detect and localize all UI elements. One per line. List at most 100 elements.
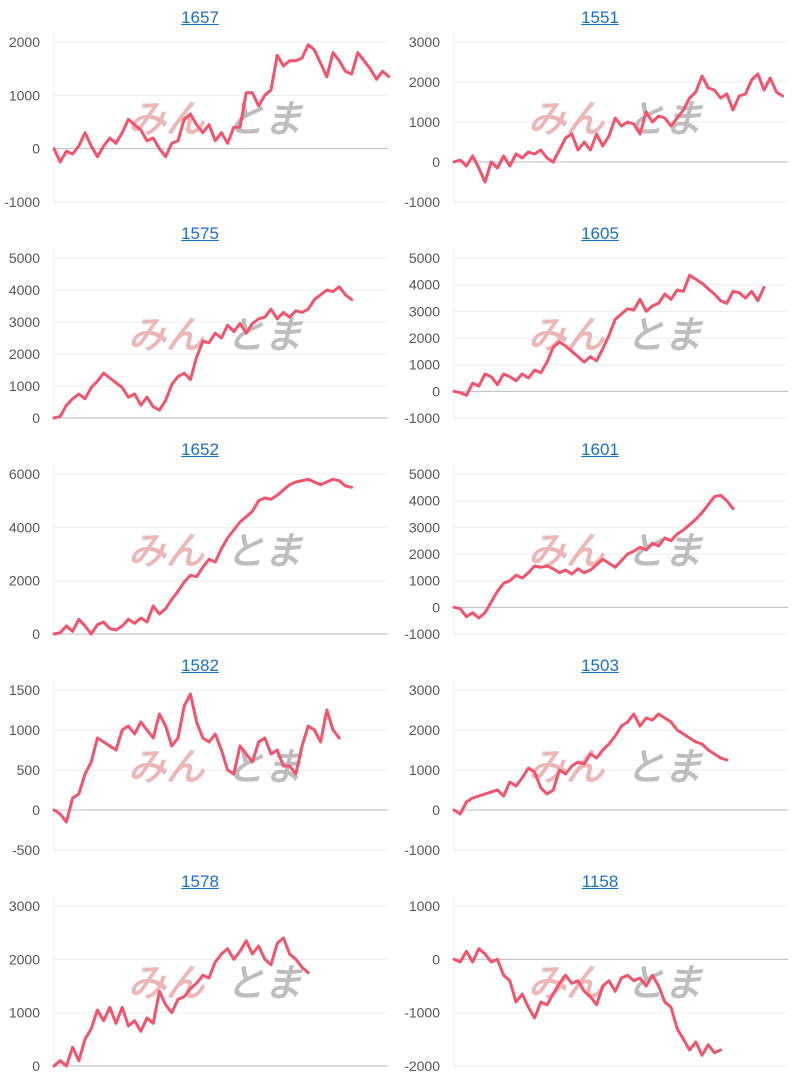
line-chart: 6000 4000 2000 0 みん とま bbox=[9, 466, 388, 642]
data-point bbox=[220, 953, 223, 956]
data-point bbox=[471, 611, 474, 614]
data-point bbox=[170, 598, 173, 601]
chart-title-link[interactable]: 1551 bbox=[581, 8, 619, 27]
data-point bbox=[484, 953, 487, 956]
data-point bbox=[257, 499, 260, 502]
data-point bbox=[527, 151, 530, 154]
y-tick-label: 1000 bbox=[409, 762, 440, 778]
data-point bbox=[688, 97, 691, 100]
chart-title-link[interactable]: 1158 bbox=[581, 872, 619, 891]
data-point bbox=[177, 998, 180, 1001]
data-point bbox=[325, 289, 328, 292]
data-point bbox=[108, 627, 111, 630]
chart-title-link[interactable]: 1575 bbox=[181, 224, 219, 243]
data-point bbox=[139, 721, 142, 724]
chart-title-link[interactable]: 1582 bbox=[181, 656, 219, 675]
data-point bbox=[338, 285, 341, 288]
data-point bbox=[670, 1006, 673, 1009]
data-point bbox=[350, 486, 353, 489]
data-point bbox=[239, 322, 242, 325]
data-point bbox=[350, 73, 353, 76]
data-point bbox=[701, 511, 704, 514]
chart-title-link[interactable]: 1503 bbox=[581, 656, 619, 675]
data-point bbox=[657, 985, 660, 988]
data-point bbox=[732, 109, 735, 112]
data-point bbox=[276, 749, 279, 752]
data-point bbox=[294, 59, 297, 62]
data-point bbox=[108, 137, 111, 140]
data-point bbox=[177, 139, 180, 142]
chart-panel-1652: 1652 6000 4000 2000 0 みん とま bbox=[0, 432, 400, 648]
data-point bbox=[282, 937, 285, 940]
data-point bbox=[539, 1001, 542, 1004]
y-tick-label: 2000 bbox=[409, 330, 440, 346]
data-point bbox=[214, 561, 217, 564]
data-point bbox=[732, 507, 735, 510]
data-point bbox=[694, 741, 697, 744]
data-point bbox=[59, 415, 62, 418]
data-point bbox=[77, 793, 80, 796]
data-point bbox=[177, 590, 180, 593]
data-point bbox=[775, 91, 778, 94]
data-point bbox=[639, 977, 642, 980]
data-point bbox=[338, 479, 341, 482]
data-point bbox=[521, 373, 524, 376]
chart-title-link[interactable]: 1605 bbox=[581, 224, 619, 243]
data-point bbox=[527, 377, 530, 380]
data-point bbox=[521, 777, 524, 780]
data-point bbox=[769, 77, 772, 80]
data-point bbox=[527, 767, 530, 770]
data-point bbox=[164, 607, 167, 610]
data-point bbox=[707, 1043, 710, 1046]
data-point bbox=[620, 125, 623, 128]
data-point bbox=[77, 1059, 80, 1062]
data-point bbox=[694, 518, 697, 521]
data-point bbox=[133, 622, 136, 625]
data-point bbox=[707, 503, 710, 506]
data-point bbox=[589, 355, 592, 358]
data-point bbox=[65, 625, 68, 628]
data-point bbox=[515, 574, 518, 577]
data-point bbox=[639, 298, 642, 301]
data-point bbox=[183, 995, 186, 998]
chart-panel-1578: 1578 3000 2000 1000 0 みん とま bbox=[0, 864, 400, 1080]
chart-title-link[interactable]: 1652 bbox=[181, 440, 219, 459]
data-point bbox=[288, 483, 291, 486]
data-point bbox=[694, 1041, 697, 1044]
data-point bbox=[276, 942, 279, 945]
data-point bbox=[251, 91, 254, 94]
data-point bbox=[208, 558, 211, 561]
data-point bbox=[59, 631, 62, 634]
data-point bbox=[595, 1003, 598, 1006]
data-point bbox=[465, 801, 468, 804]
data-point bbox=[313, 298, 316, 301]
data-point bbox=[521, 993, 524, 996]
chart-title-link[interactable]: 1601 bbox=[581, 440, 619, 459]
data-point bbox=[294, 309, 297, 312]
data-point bbox=[270, 498, 273, 501]
series-line bbox=[452, 947, 723, 1057]
data-point bbox=[232, 126, 235, 129]
data-point bbox=[276, 317, 279, 320]
data-point bbox=[195, 356, 198, 359]
chart-title-link[interactable]: 1657 bbox=[181, 8, 219, 27]
data-point bbox=[682, 1038, 685, 1041]
data-point bbox=[325, 75, 328, 78]
data-point bbox=[465, 165, 468, 168]
data-point bbox=[226, 537, 229, 540]
y-tick-label: 0 bbox=[432, 951, 440, 967]
chart-title-link[interactable]: 1578 bbox=[181, 872, 219, 891]
data-point bbox=[65, 821, 68, 824]
data-point bbox=[245, 753, 248, 756]
data-point bbox=[533, 1017, 536, 1020]
series-line bbox=[52, 285, 354, 420]
data-point bbox=[59, 161, 62, 164]
data-point bbox=[102, 145, 105, 148]
data-point bbox=[146, 139, 149, 142]
data-point bbox=[121, 625, 124, 628]
watermark-logo: みん bbox=[128, 531, 205, 573]
data-point bbox=[301, 966, 304, 969]
data-point bbox=[546, 361, 549, 364]
data-point bbox=[127, 118, 130, 121]
